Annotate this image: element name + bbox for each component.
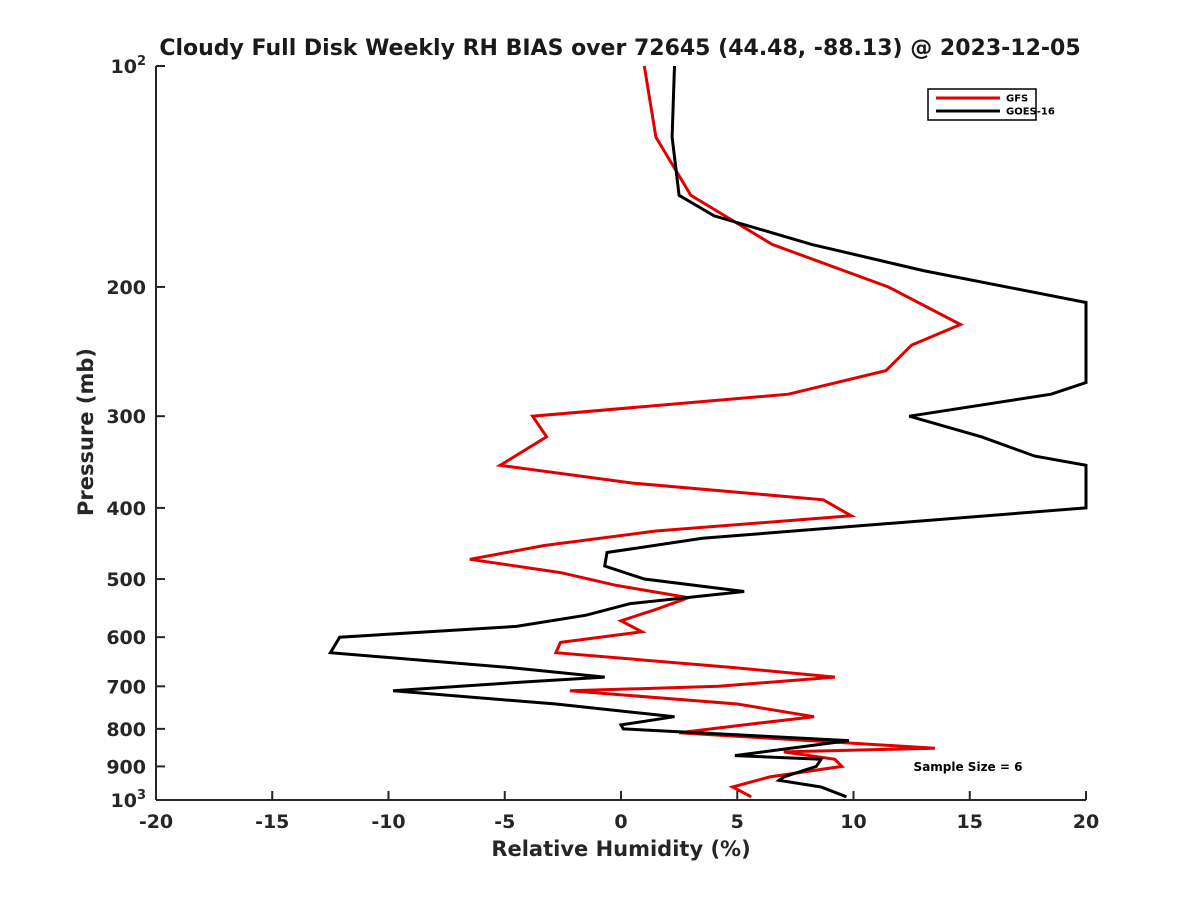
legend: GFS GOES-16 (927, 88, 1055, 121)
x-tick-label: 20 (1073, 811, 1099, 833)
plot-area: -20 -15 -10 -5 0 5 10 15 20 102 200 300 400 500 600 700… (106, 54, 1099, 833)
y-tick-label: 700 (106, 676, 146, 698)
x-tick-label: 15 (957, 811, 983, 833)
series-line-gfs (469, 65, 965, 799)
series-line-goes-16 (327, 65, 1088, 799)
legend-label-gfs: GFS (1006, 94, 1028, 105)
x-axis-label: Relative Humidity (%) (491, 837, 750, 861)
x-tick-label: -10 (371, 811, 405, 833)
x-tick-label: -20 (139, 811, 173, 833)
chart-title: Cloudy Full Disk Weekly RH BIAS over 726… (159, 36, 1080, 61)
y-tick-label: 600 (106, 627, 146, 649)
y-tick-label: 200 (106, 277, 146, 299)
y-tick-label: 500 (106, 569, 146, 591)
x-tick-label: -5 (494, 811, 515, 833)
legend-box (927, 88, 1037, 121)
x-tick-label: 5 (731, 811, 744, 833)
y-tick-label: 300 (106, 406, 146, 428)
y-tick-label: 400 (106, 498, 146, 520)
legend-label-goes-16: GOES-16 (1006, 107, 1055, 118)
y-tick-label: 900 (106, 756, 146, 778)
y-tick-label: 800 (106, 719, 146, 741)
y-tick-label: 102 (111, 54, 147, 78)
x-tick-label: 0 (614, 811, 627, 833)
y-axis-label: Pressure (mb) (74, 348, 98, 516)
y-tick-label: 103 (111, 788, 147, 812)
x-tick-label: 10 (840, 811, 866, 833)
x-tick-label: -15 (255, 811, 289, 833)
sample-size-annotation: Sample Size = 6 (914, 760, 1023, 774)
